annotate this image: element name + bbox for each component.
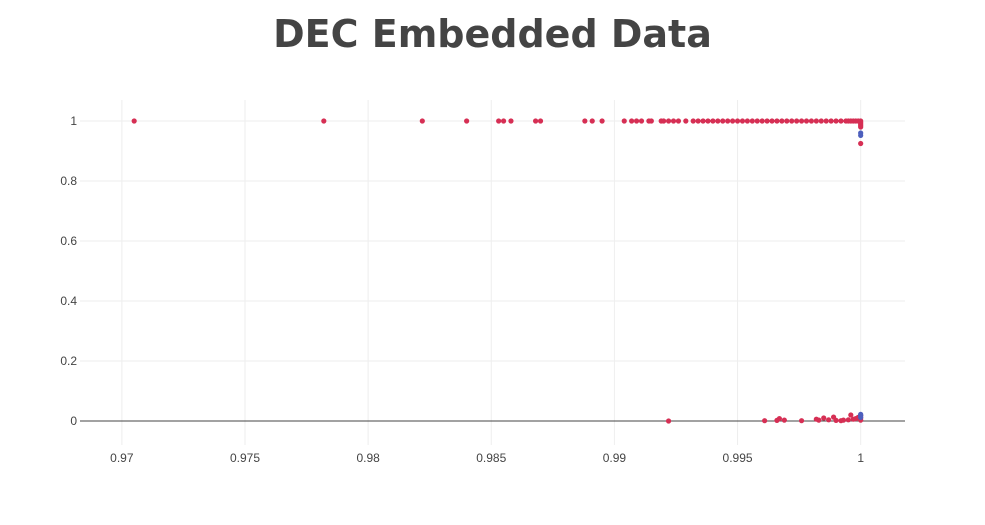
- data-point: [633, 118, 640, 124]
- data-point: [739, 118, 746, 124]
- data-point: [638, 118, 645, 124]
- data-point: [464, 118, 470, 124]
- data-point: [833, 118, 839, 124]
- data-point: [794, 118, 800, 124]
- data-point: [848, 412, 854, 418]
- x-tick-label: 0.975: [230, 451, 260, 465]
- data-point: [784, 118, 790, 124]
- data-point: [683, 118, 689, 124]
- data-point: [744, 118, 750, 124]
- data-point: [858, 414, 864, 420]
- data-point: [749, 118, 755, 124]
- data-point: [670, 118, 677, 124]
- x-tick-label: 0.97: [110, 451, 134, 465]
- data-point: [321, 118, 327, 124]
- x-tick-label: 0.99: [603, 451, 627, 465]
- data-point: [690, 118, 696, 124]
- data-point: [858, 124, 864, 130]
- data-point: [789, 118, 795, 124]
- data-point: [661, 118, 667, 124]
- data-point: [675, 118, 682, 124]
- data-point: [537, 118, 544, 124]
- x-tick-label: 0.995: [723, 451, 753, 465]
- data-point: [764, 118, 770, 124]
- data-point: [599, 118, 605, 124]
- data-point: [858, 132, 864, 138]
- data-point: [808, 118, 815, 124]
- data-point: [730, 118, 736, 124]
- data-point: [508, 118, 514, 124]
- data-point: [816, 417, 822, 423]
- data-point: [695, 118, 701, 124]
- x-tick-label: 0.985: [476, 451, 506, 465]
- data-point: [833, 417, 839, 423]
- x-tick-label: 1: [857, 451, 864, 465]
- data-point: [582, 118, 588, 124]
- data-point: [648, 118, 654, 124]
- y-tick-label: 0.4: [60, 294, 77, 308]
- data-point: [828, 118, 834, 124]
- data-point: [629, 118, 635, 124]
- data-point: [419, 118, 425, 124]
- data-point: [500, 118, 507, 124]
- points-layer: [131, 118, 864, 424]
- x-tick-label: 0.98: [356, 451, 380, 465]
- y-tick-label: 0.8: [60, 174, 77, 188]
- data-point: [826, 417, 832, 423]
- data-point: [858, 140, 864, 147]
- data-point: [798, 418, 805, 424]
- grid-layer: [80, 100, 905, 445]
- data-point: [621, 118, 627, 124]
- data-point: [821, 415, 827, 421]
- data-point: [762, 418, 768, 424]
- data-point: [705, 118, 711, 124]
- chart-title: DEC Embedded Data: [273, 12, 712, 56]
- data-point: [715, 118, 721, 124]
- data-point: [720, 118, 726, 124]
- data-point: [779, 118, 785, 124]
- data-point: [710, 118, 716, 124]
- data-point: [818, 118, 824, 124]
- data-point: [781, 417, 787, 423]
- data-point: [725, 118, 731, 124]
- data-point: [665, 418, 672, 424]
- data-point: [774, 118, 780, 124]
- data-point: [496, 118, 502, 124]
- y-tick-label: 0: [70, 414, 77, 428]
- data-point: [823, 118, 829, 124]
- data-point: [840, 417, 847, 423]
- data-point: [734, 118, 741, 124]
- data-point: [838, 118, 844, 124]
- data-point: [700, 118, 706, 124]
- data-point: [776, 416, 783, 422]
- y-tick-label: 1: [70, 114, 77, 128]
- data-point: [532, 118, 539, 124]
- data-point: [769, 118, 775, 124]
- data-point: [754, 118, 760, 124]
- y-tick-label: 0.2: [60, 354, 77, 368]
- data-point: [665, 118, 672, 124]
- data-point: [803, 118, 810, 124]
- data-point: [589, 118, 595, 124]
- data-point: [759, 118, 765, 124]
- axis-layer: 0.97 0.975 0.98 0.985 0.99 0.995 1 0 0.2 0.4 0.6 0.…: [60, 114, 905, 465]
- data-point: [845, 417, 851, 423]
- data-point: [131, 118, 137, 124]
- data-point: [798, 118, 805, 124]
- y-tick-label: 0.6: [60, 234, 77, 248]
- data-point: [813, 118, 819, 124]
